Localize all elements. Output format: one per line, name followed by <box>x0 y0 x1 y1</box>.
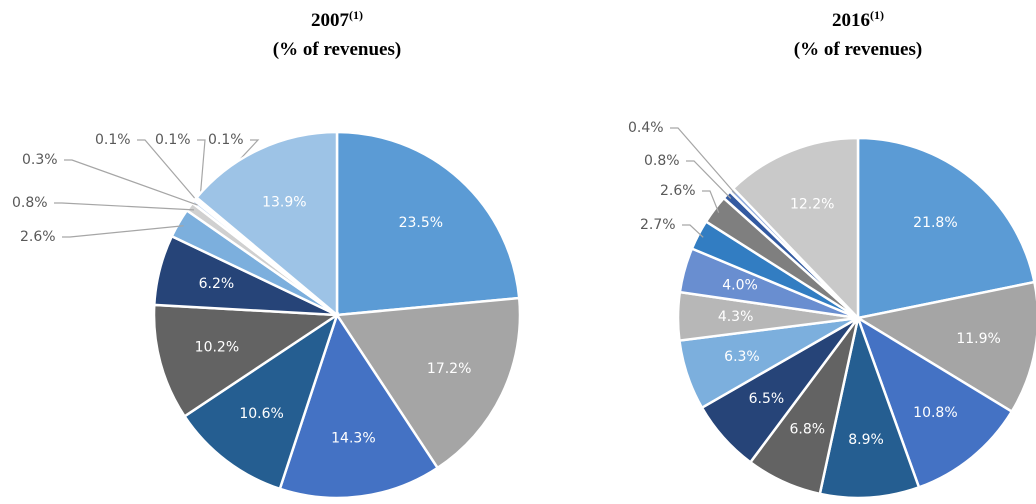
data-label: 8.9% <box>848 432 884 448</box>
leader-line <box>197 139 206 203</box>
pie-slice <box>278 312 440 500</box>
data-label: 10.2% <box>195 340 239 356</box>
leader-line <box>670 127 736 195</box>
title-note: (1) <box>349 8 363 22</box>
pie-slice <box>194 130 339 318</box>
pie-slice <box>856 136 1036 320</box>
chart-title: 2007(1) <box>311 8 363 31</box>
leader-line <box>137 139 200 204</box>
pie-slice <box>818 313 921 500</box>
pie-slice <box>334 296 522 470</box>
data-label: 21.8% <box>913 215 957 231</box>
data-label: 2.7% <box>640 217 676 233</box>
data-label: 10.6% <box>239 406 283 422</box>
title-note: (1) <box>870 8 884 22</box>
pie-slice <box>335 130 521 317</box>
pie-slice <box>731 136 860 322</box>
data-label: 23.5% <box>399 215 443 231</box>
data-label: 2.6% <box>20 229 56 245</box>
data-label: 6.3% <box>724 349 760 365</box>
data-label: 6.5% <box>749 391 785 407</box>
pie-slice <box>855 315 1014 489</box>
leader-line <box>62 225 184 238</box>
data-label: 0.3% <box>22 152 58 168</box>
data-label: 0.4% <box>628 120 664 136</box>
data-label: 10.8% <box>913 405 957 421</box>
data-label: 4.3% <box>718 309 754 325</box>
title: 2007 <box>311 10 350 31</box>
data-label: 0.1% <box>155 132 191 148</box>
leader-line <box>54 202 194 211</box>
data-label: 14.3% <box>331 430 375 446</box>
data-label: 6.8% <box>789 421 825 437</box>
pie-slice <box>182 311 340 491</box>
subtitle: (% of revenues) <box>273 39 401 60</box>
data-label: 17.2% <box>427 361 471 377</box>
pie-slice <box>152 303 341 419</box>
leader-line <box>702 190 720 213</box>
data-label: 11.9% <box>956 331 1000 347</box>
data-label: 13.9% <box>262 194 306 210</box>
data-label: 2.6% <box>660 183 696 199</box>
data-label: 4.0% <box>722 277 758 293</box>
chart-title: 2016(1) <box>832 8 884 31</box>
data-label: 6.2% <box>199 276 235 292</box>
data-label: 0.1% <box>95 132 131 148</box>
subtitle: (% of revenues) <box>794 39 922 60</box>
leader-line <box>682 224 704 238</box>
leader-line <box>686 160 732 199</box>
data-label: 0.1% <box>208 132 244 148</box>
data-label: 0.8% <box>12 195 48 211</box>
data-label: 12.2% <box>790 196 834 212</box>
leader-line <box>64 159 198 206</box>
data-label: 0.8% <box>644 153 680 169</box>
title: 2016 <box>832 10 870 31</box>
